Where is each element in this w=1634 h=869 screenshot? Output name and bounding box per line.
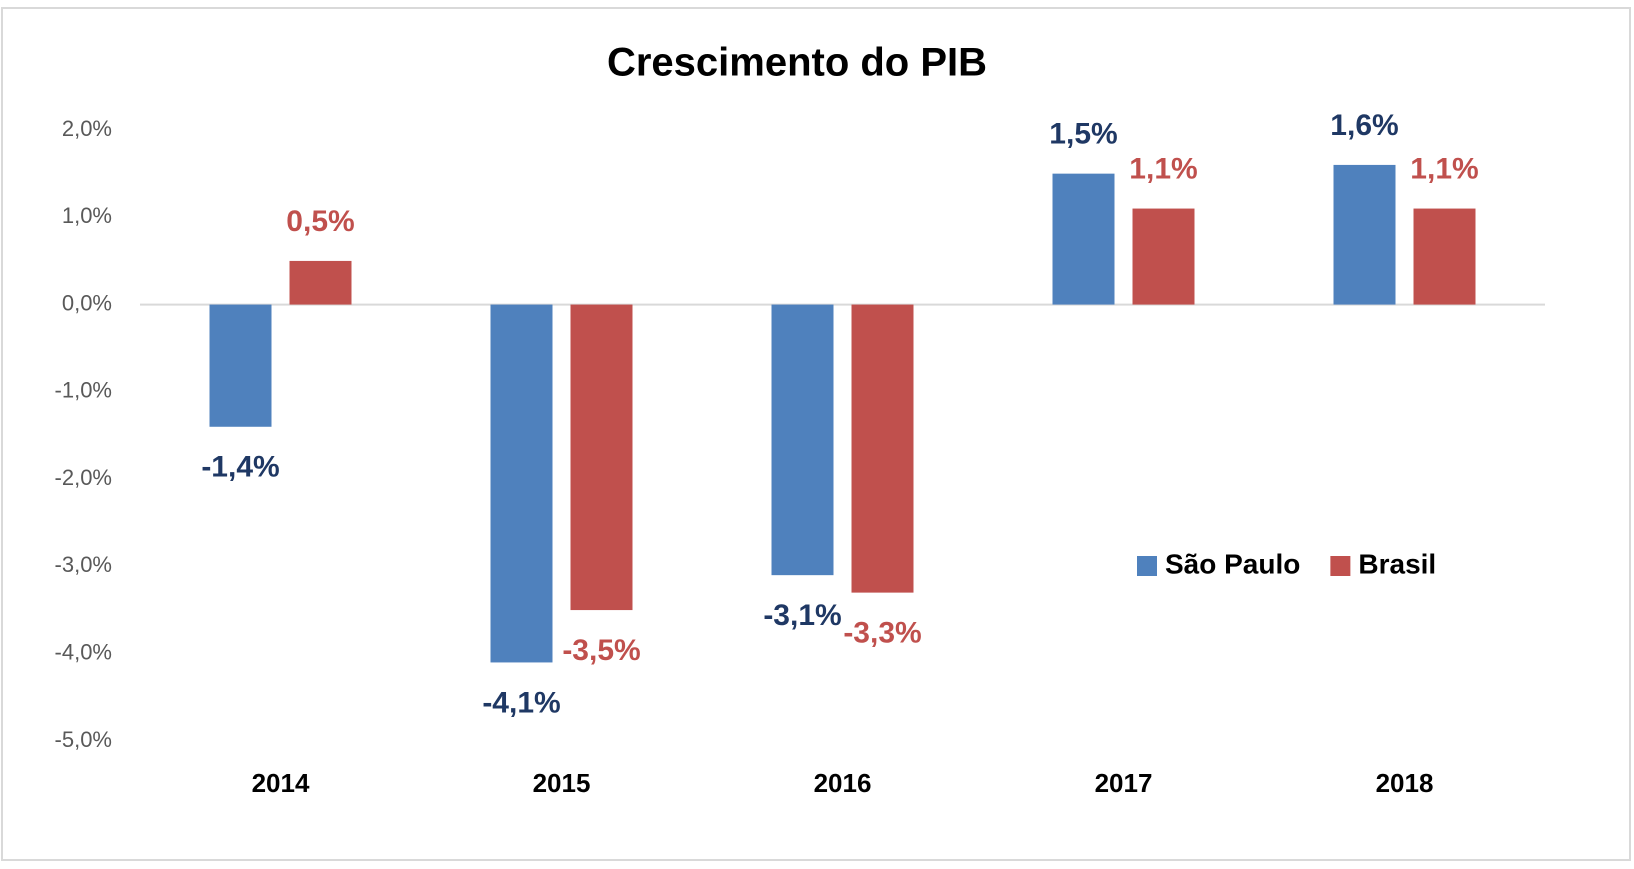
y-tick-label: -4,0%: [55, 640, 112, 665]
data-label: -4,1%: [482, 686, 560, 719]
bar: [851, 304, 914, 593]
y-tick-label: -3,0%: [55, 552, 112, 577]
data-label: 1,5%: [1049, 118, 1117, 151]
bar: [771, 304, 834, 576]
data-label: 1,1%: [1129, 152, 1197, 185]
legend-label: São Paulo: [1165, 548, 1300, 579]
legend-label: Brasil: [1358, 548, 1436, 579]
data-label: 1,1%: [1410, 152, 1478, 185]
bar: [209, 304, 272, 427]
y-tick-label: 0,0%: [62, 290, 112, 315]
y-tick-label: 2,0%: [62, 116, 112, 141]
data-label: -3,5%: [562, 634, 640, 667]
bar: [1132, 208, 1195, 305]
data-label: -3,3%: [843, 617, 921, 650]
x-tick-label: 2015: [533, 768, 591, 798]
bar: [289, 260, 352, 305]
data-label: 0,5%: [286, 205, 354, 238]
chart-title: Crescimento do PIB: [607, 41, 987, 85]
legend-swatch: [1137, 556, 1157, 576]
y-tick-label: 1,0%: [62, 203, 112, 228]
x-tick-label: 2016: [814, 768, 872, 798]
bar: [1052, 173, 1115, 305]
y-tick-label: -2,0%: [55, 465, 112, 490]
legend-swatch: [1330, 556, 1351, 576]
y-tick-label: -5,0%: [55, 727, 112, 752]
x-tick-label: 2018: [1376, 768, 1434, 798]
data-label: -3,1%: [763, 599, 841, 632]
bar: [1413, 208, 1476, 305]
data-label: -1,4%: [201, 451, 279, 484]
x-tick-label: 2014: [252, 768, 310, 798]
data-label: 1,6%: [1330, 109, 1398, 142]
bar: [1333, 164, 1396, 305]
bar: [570, 304, 633, 611]
y-tick-label: -1,0%: [55, 378, 112, 403]
bar: [490, 304, 553, 663]
x-tick-label: 2017: [1095, 768, 1153, 798]
